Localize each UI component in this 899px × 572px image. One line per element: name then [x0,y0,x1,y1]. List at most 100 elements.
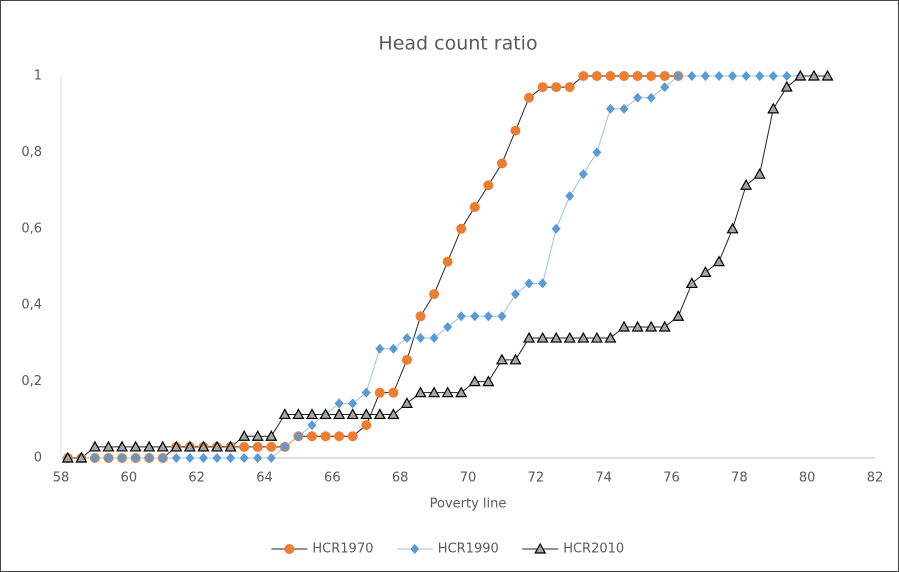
x-tick-label: 82 [867,471,884,486]
marker [592,147,602,158]
marker [646,92,656,103]
marker [524,278,534,289]
marker [631,320,644,332]
marker [578,169,588,180]
marker [538,278,548,289]
marker [442,256,453,267]
marker [429,333,439,344]
marker [483,311,493,322]
marker [658,320,671,332]
marker [170,440,183,452]
marker [171,453,181,463]
marker [712,255,726,267]
marker [807,69,820,81]
marker [102,440,115,452]
marker [619,103,629,114]
marker [659,71,670,81]
marker [740,179,753,190]
marker [239,453,249,463]
y-tick-label: 0,6 [21,221,42,236]
marker [238,429,251,441]
chart-title: Head count ratio [378,33,537,55]
marker [293,431,303,442]
marker [212,453,222,463]
marker [347,431,358,442]
marker [483,180,494,191]
marker [767,102,780,114]
legend-label: HCR2010 [563,542,624,557]
marker [443,321,453,332]
marker [416,333,426,344]
marker [428,386,441,398]
x-tick-label: 76 [663,471,680,486]
marker [280,441,290,452]
marker [156,440,169,452]
marker [633,92,643,103]
marker [251,429,264,441]
marker [387,408,400,420]
marker [726,222,739,234]
marker [728,71,738,81]
marker [590,331,603,343]
marker [129,440,142,452]
marker [183,440,196,452]
marker [685,277,698,289]
marker [632,71,643,81]
marker [388,343,398,354]
legend-marker [410,544,420,554]
marker [305,408,319,420]
marker [469,202,480,213]
marker [510,125,521,136]
marker [645,320,658,332]
marker [496,158,507,169]
marker [75,451,88,463]
legend-marker [534,542,547,554]
marker [470,311,480,322]
x-tick-label: 80 [799,471,816,486]
x-tick-label: 64 [256,471,273,486]
marker [741,71,751,81]
marker [660,82,670,93]
y-tick-label: 1 [34,69,42,84]
marker [482,375,495,387]
marker [88,440,101,452]
marker [578,71,589,81]
y-tick-label: 0,8 [21,145,42,160]
x-tick-label: 68 [392,471,409,486]
marker [441,386,454,398]
marker [523,331,536,343]
marker [306,431,317,442]
marker [266,453,276,463]
marker [821,69,834,81]
x-tick-label: 72 [528,471,545,486]
marker [604,331,617,343]
legend-label: HCR1970 [312,542,373,557]
x-tick-label: 78 [731,471,748,486]
marker [210,440,224,452]
marker [226,453,236,463]
marker [673,71,683,81]
legend-label: HCR1990 [438,542,499,557]
marker [699,266,712,277]
marker [333,408,346,420]
marker [536,331,549,343]
marker [550,331,563,343]
x-tick-label: 58 [53,471,70,486]
marker [361,420,372,431]
marker [468,375,481,387]
marker [265,429,278,441]
marker [455,386,468,398]
marker [755,71,765,81]
marker [103,453,113,463]
marker [334,431,345,442]
y-tick-label: 0,4 [21,298,42,313]
marker [619,71,630,81]
marker [400,397,413,408]
marker [700,71,710,81]
legend-marker [284,544,295,554]
marker [346,408,359,420]
marker [564,82,575,93]
marker [360,408,373,420]
marker [90,453,100,463]
